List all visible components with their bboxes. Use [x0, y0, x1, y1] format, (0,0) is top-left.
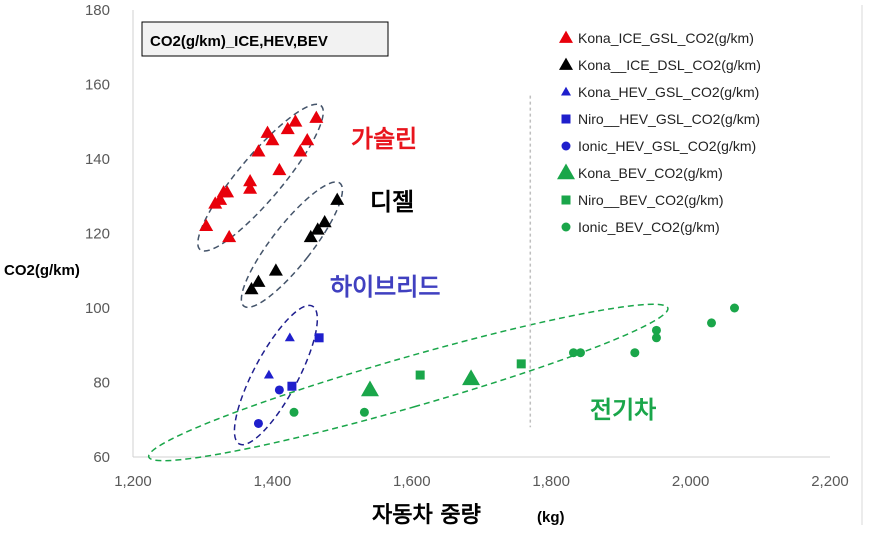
data-point-series-0	[309, 110, 324, 123]
data-point-series-1	[268, 263, 283, 276]
data-point-series-2	[263, 369, 274, 379]
y-tick-label: 120	[85, 226, 110, 243]
data-point-series-1	[244, 282, 259, 295]
data-point-series-4	[274, 385, 284, 395]
data-point-series-3	[314, 333, 324, 343]
y-tick-label: 160	[85, 77, 110, 94]
data-point-series-1	[317, 214, 332, 228]
legend-label-2: Kona_HEV_GSL_CO2(g/km)	[578, 84, 759, 100]
legend-label-6: Niro__BEV_CO2(g/km)	[578, 192, 724, 208]
legend-marker-5	[557, 163, 575, 180]
data-point-series-0	[272, 162, 287, 176]
data-point-series-7	[569, 348, 579, 358]
data-point-series-0	[280, 121, 295, 135]
data-point-series-0	[199, 218, 214, 231]
y-tick-label: 80	[93, 375, 110, 392]
data-point-series-0	[222, 229, 237, 243]
data-point-series-7	[630, 348, 640, 358]
legend-marker-4	[561, 141, 571, 151]
legend-label-4: Ionic_HEV_GSL_CO2(g/km)	[578, 138, 756, 154]
annotation-hybrid: 하이브리드	[330, 273, 440, 301]
title-box	[141, 21, 389, 57]
data-point-series-7	[707, 318, 717, 328]
x-axis-label: 자동차 중량	[372, 503, 481, 528]
x-axis-unit: (kg)	[537, 509, 565, 526]
data-point-series-0	[265, 133, 280, 146]
data-point-series-0	[251, 144, 266, 157]
legend-marker-2	[561, 86, 571, 96]
y-tick-label: 100	[85, 300, 110, 317]
x-tick-label: 1,200	[114, 473, 152, 490]
legend-marker-7	[561, 222, 571, 232]
data-point-series-0	[300, 133, 315, 146]
x-tick-label: 1,400	[254, 473, 292, 490]
annotation-gasoline: 가솔린	[351, 125, 417, 153]
y-axis-label: CO2(g/km)	[4, 262, 80, 279]
legend-marker-6	[561, 195, 571, 205]
annotation-electric: 전기차	[590, 396, 656, 424]
data-point-series-0	[220, 185, 235, 198]
legend-label-5: Kona_BEV_CO2(g/km)	[578, 165, 723, 181]
data-point-series-1	[330, 192, 345, 205]
x-tick-label: 2,200	[811, 473, 849, 490]
legend-label-1: Kona__ICE_DSL_CO2(g/km)	[578, 57, 761, 73]
x-tick-label: 1,800	[532, 473, 570, 490]
data-point-series-5	[360, 380, 379, 397]
data-point-series-0	[243, 181, 258, 194]
data-point-series-0	[213, 192, 228, 205]
annotation-diesel: 디젤	[370, 188, 414, 216]
data-point-series-4	[253, 418, 263, 428]
data-point-series-1	[251, 274, 266, 287]
data-point-series-2	[284, 332, 295, 342]
data-point-series-6	[516, 359, 526, 369]
data-point-series-7	[359, 407, 369, 417]
legend-marker-1	[559, 57, 573, 70]
data-point-series-7	[730, 303, 740, 313]
legend-marker-0	[559, 30, 573, 43]
data-point-series-5	[462, 369, 481, 386]
data-point-series-0	[288, 114, 303, 127]
group-ellipse-diesel	[240, 181, 344, 309]
y-tick-label: 140	[85, 151, 110, 168]
data-point-series-7	[651, 333, 661, 343]
data-point-series-0	[243, 174, 258, 187]
data-point-series-1	[310, 222, 325, 235]
data-point-series-7	[575, 348, 585, 358]
data-point-series-7	[651, 325, 661, 335]
x-tick-label: 2,000	[672, 473, 710, 490]
chart-title: CO2(g/km)_ICE,HEV,BEV	[150, 33, 328, 50]
legend: Kona_ICE_GSL_CO2(g/km) Kona__ICE_DSL_CO2(…	[557, 30, 761, 235]
legend-marker-3	[561, 114, 571, 124]
legend-label-0: Kona_ICE_GSL_CO2(g/km)	[578, 30, 754, 46]
y-tick-label: 180	[85, 2, 110, 19]
data-point-series-1	[303, 229, 318, 243]
legend-label-7: Ionic_BEV_CO2(g/km)	[578, 219, 720, 235]
data-point-series-0	[293, 144, 308, 157]
y-tick-label: 60	[93, 449, 110, 466]
x-tick-label: 1,600	[393, 473, 431, 490]
data-point-series-6	[415, 370, 425, 380]
data-point-series-3	[287, 381, 297, 391]
group-ellipse-gasoline	[197, 103, 325, 252]
group-ellipse-electric	[147, 303, 669, 462]
data-point-series-7	[289, 407, 299, 417]
legend-label-3: Niro__HEV_GSL_CO2(g/km)	[578, 111, 760, 127]
data-point-series-0	[260, 125, 275, 138]
